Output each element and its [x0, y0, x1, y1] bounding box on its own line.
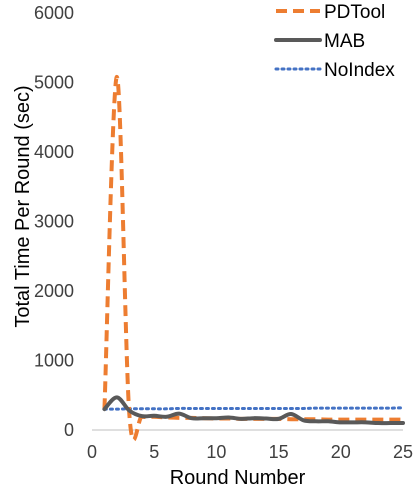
- x-axis-title: Round Number: [170, 467, 306, 489]
- x-tick-label: 20: [331, 442, 351, 462]
- y-tick-label: 2000: [34, 281, 74, 301]
- y-axis-title: Total Time Per Round (sec): [12, 85, 34, 327]
- series-line-mab: [102, 395, 405, 426]
- legend-label-noindex: NoIndex: [324, 60, 395, 81]
- x-tick-label: 10: [206, 442, 226, 462]
- x-tick-label: 25: [393, 442, 413, 462]
- y-tick-label: 3000: [34, 212, 74, 232]
- series-layer: [102, 74, 405, 442]
- x-axis-ticks: 0 5 10 15 20 25: [87, 442, 413, 462]
- y-tick-label: 4000: [34, 142, 74, 162]
- x-tick-label: 0: [87, 442, 97, 462]
- y-axis-ticks: 0 1000 2000 3000 4000 5000 6000: [34, 3, 74, 440]
- y-tick-label: 6000: [34, 3, 74, 23]
- y-tick-label: 1000: [34, 351, 74, 371]
- x-tick-label: 5: [149, 442, 159, 462]
- legend: PDTool MAB NoIndex: [274, 2, 395, 81]
- series-line-noindex: [102, 406, 405, 411]
- series-line-pdtool: [102, 74, 403, 442]
- legend-label-mab: MAB: [324, 31, 365, 52]
- y-tick-label: 5000: [34, 73, 74, 93]
- x-tick-label: 15: [269, 442, 289, 462]
- y-tick-label: 0: [64, 420, 74, 440]
- legend-label-pdtool: PDTool: [324, 2, 385, 23]
